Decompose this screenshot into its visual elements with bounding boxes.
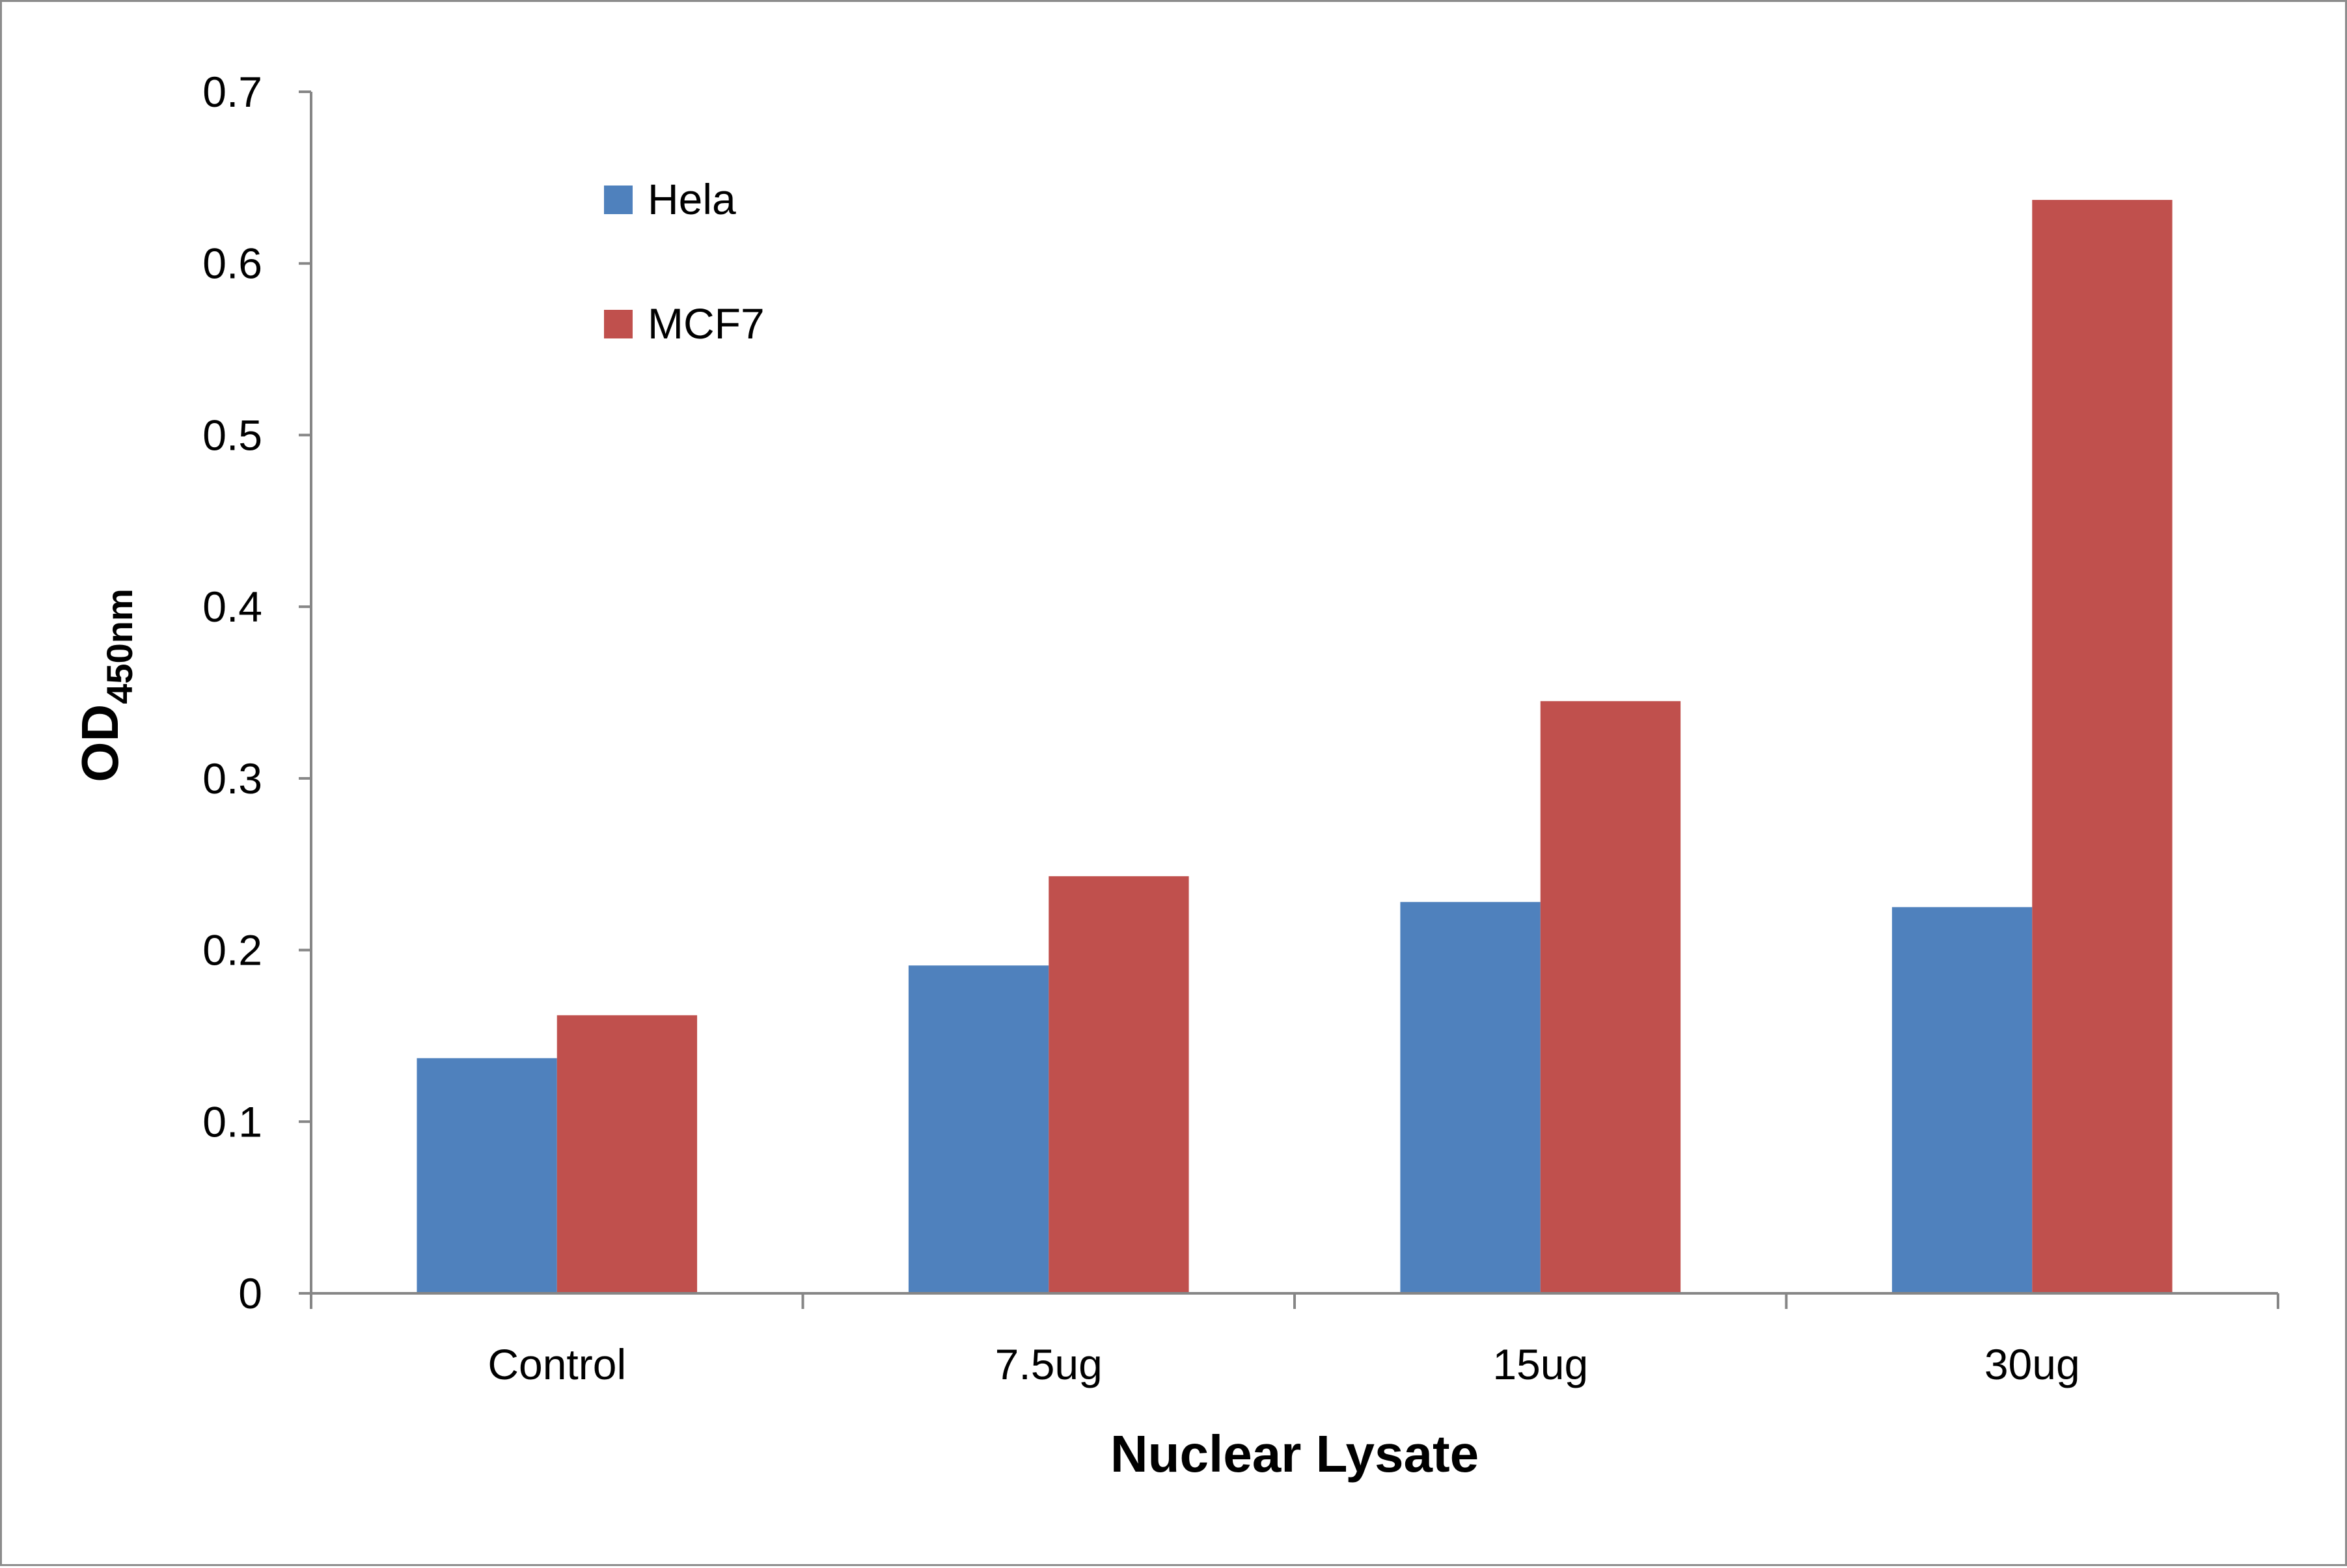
legend-swatch-hela (604, 186, 633, 214)
bar-mcf7-7-5ug (1049, 876, 1189, 1293)
x-axis-labels: Control 7.5ug 15ug 30ug (487, 1340, 2079, 1388)
legend-label-hela: Hela (648, 175, 736, 223)
y-tick-label: 0.6 (202, 240, 262, 288)
x-tick-label: 7.5ug (995, 1340, 1103, 1388)
x-tick-label: Control (487, 1340, 626, 1388)
x-axis-title: Nuclear Lysate (1110, 1425, 1479, 1483)
y-tick-label: 0.2 (202, 926, 262, 974)
legend-swatch-mcf7 (604, 310, 633, 338)
x-axis-ticks (310, 1293, 2279, 1309)
bar-mcf7-control (556, 1015, 698, 1293)
y-tick-label: 0.3 (202, 754, 262, 803)
y-axis-title: OD450nm (71, 588, 140, 782)
bars (417, 200, 2173, 1293)
x-tick-label: 30ug (1984, 1340, 2080, 1388)
legend: Hela MCF7 (604, 175, 765, 348)
bar-mcf7-15ug (1540, 701, 1681, 1293)
y-tick-label: 0 (238, 1269, 262, 1317)
y-tick-label: 0.5 (202, 411, 262, 459)
y-axis-ticks: 0 0.1 0.2 0.3 0.4 0.5 0.6 0.7 (202, 68, 311, 1317)
x-tick-label: 15ug (1492, 1340, 1588, 1388)
bar-hela-7-5ug (908, 965, 1049, 1293)
y-axis-title-subscript: 450nm (99, 588, 140, 704)
bar-mcf7-30ug (2032, 200, 2173, 1293)
y-tick-label: 0.4 (202, 583, 262, 631)
y-axis-title-main: OD (71, 704, 129, 782)
bar-hela-30ug (1891, 907, 2033, 1293)
y-tick-label: 0.1 (202, 1097, 262, 1146)
y-tick-label: 0.7 (202, 68, 262, 116)
bar-hela-15ug (1400, 901, 1541, 1293)
legend-label-mcf7: MCF7 (648, 299, 765, 348)
bar-hela-control (417, 1058, 557, 1293)
